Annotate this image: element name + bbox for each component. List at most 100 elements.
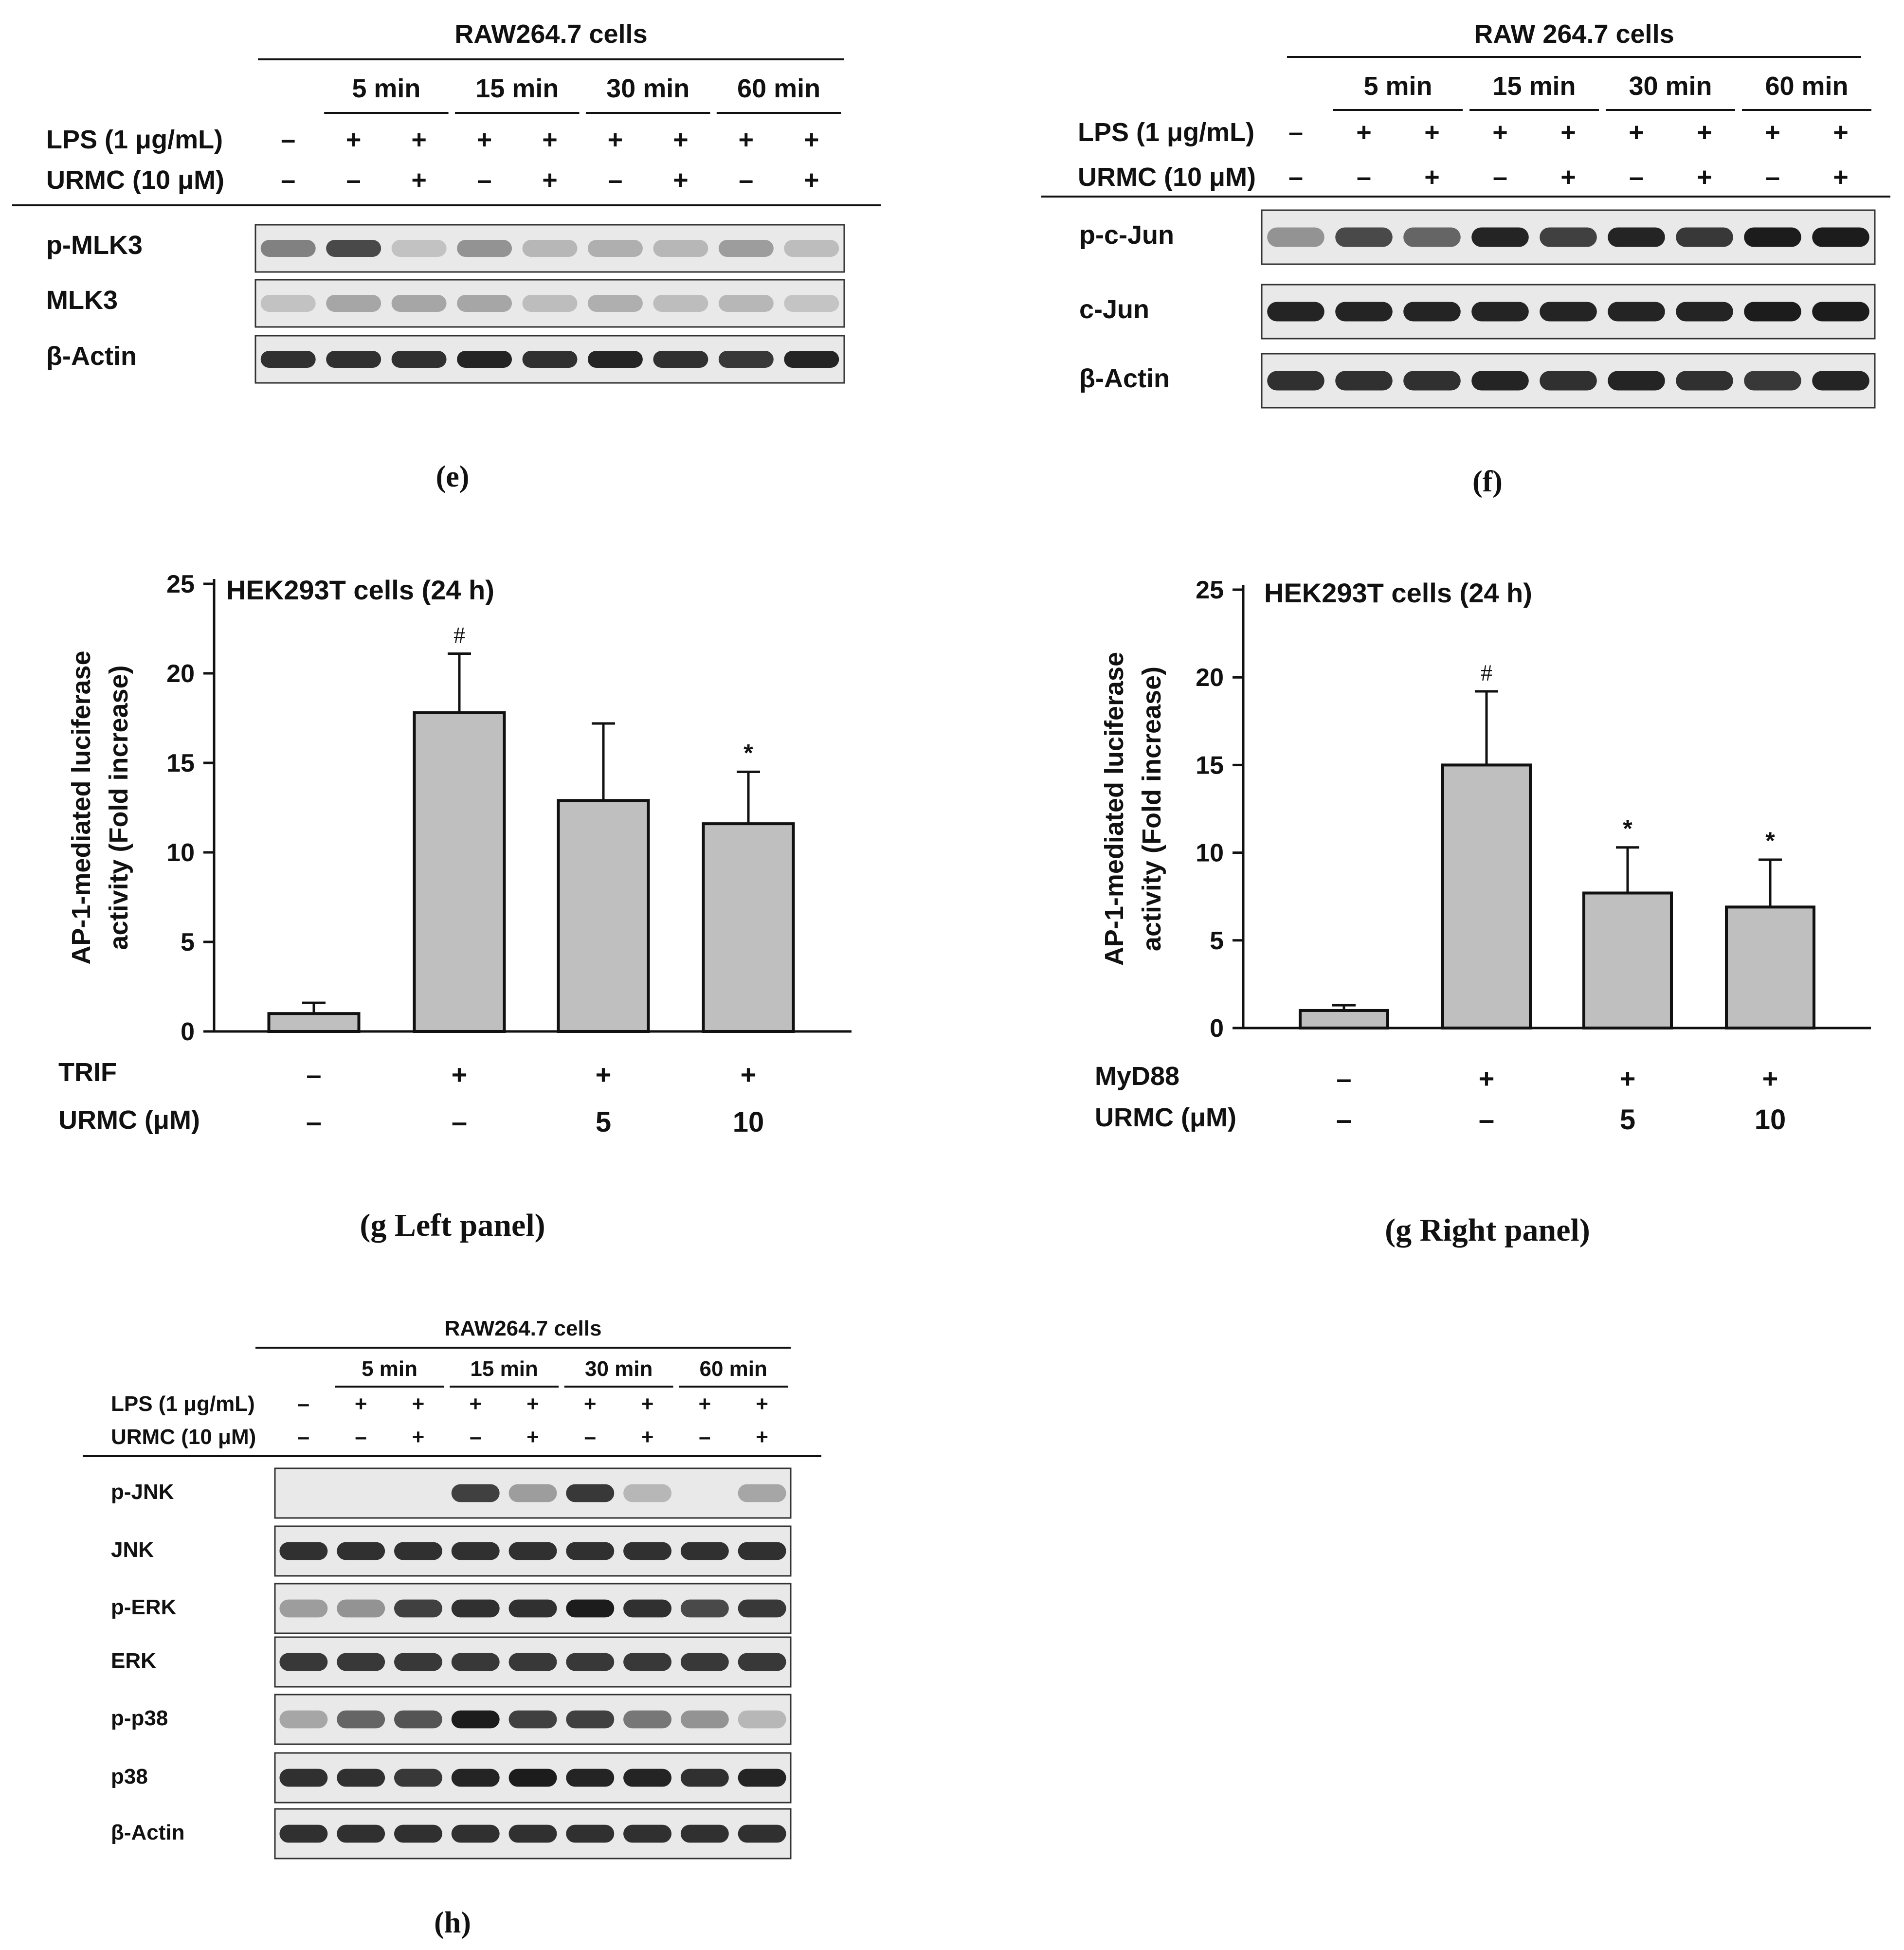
bar-chart: 0 5 10 15 20 25 HEK293T cells (24 h) AP-1-media… [1095,576,1871,1248]
treatment-sign: – [281,125,295,154]
treatment-sign: + [1765,118,1780,147]
blot-band [1335,371,1393,391]
treatment-sign: – [470,1425,481,1449]
y-tick-label: 20 [166,660,195,688]
y-tick-label: 5 [1210,927,1224,955]
treatment-sign: – [355,1425,366,1449]
timepoint-label: 30 min [1629,72,1712,101]
blot-band [522,295,578,312]
blot-band [394,1824,442,1843]
blot-band [279,1653,328,1671]
treatment-sign: + [673,125,689,154]
blot-band [508,1484,557,1502]
treatment-sign: + [1560,118,1576,147]
y-tick-label: 15 [1196,751,1224,779]
blot-band [1335,302,1393,322]
factor-value: – [1479,1104,1494,1136]
blot-band [566,1484,615,1502]
y-tick-label: 0 [1210,1014,1224,1043]
y-axis-label: activity (Fold increase) [104,665,133,950]
treatment-sign: + [412,1425,425,1449]
factor-value: – [1336,1104,1352,1136]
treatment-sign: + [756,1392,768,1416]
cell-line-label: RAW264.7 cells [454,19,647,49]
blot-band [508,1599,557,1618]
treatment-sign: + [346,125,362,154]
factor-value: 5 [1620,1104,1635,1136]
blot-band [566,1824,615,1843]
treatment-sign: + [1629,118,1644,147]
blot-band [587,240,643,257]
treatment-sign: + [355,1392,367,1416]
treatment-sign: – [1357,162,1371,192]
blot-band [451,1484,500,1502]
blot-band [279,1710,328,1729]
blot-band [1744,371,1801,391]
timepoint-label: 60 min [700,1357,767,1381]
y-tick-label: 10 [1196,839,1224,867]
blot-strip [274,1467,792,1519]
significance-mark: # [453,623,465,649]
treatment-sign: + [412,1392,425,1416]
timepoint-label: 5 min [352,74,420,103]
treatment-sign: – [1493,162,1507,192]
blot-panel: RAW264.7 cells 5 min 15 min 30 min 60 min LPS… [12,19,881,493]
treatment-label: URMC (10 μM) [1078,162,1256,192]
factor-label: URMC (μM) [58,1105,200,1135]
protein-label: p-JNK [111,1480,174,1504]
blot-band [1676,227,1733,247]
bar [1299,1009,1389,1029]
blot-band [1267,302,1324,322]
blot-band [451,1769,500,1787]
treatment-sign: + [542,165,558,195]
protein-label: p-p38 [111,1706,168,1730]
timepoint-label: 15 min [475,74,559,103]
blot-band [508,1542,557,1560]
blot-band [1540,302,1597,322]
blot-band [260,295,316,312]
treatment-label: LPS (1 μg/mL) [1078,118,1254,147]
blot-band [1335,227,1393,247]
treatment-sign: + [542,125,558,154]
chart-title: HEK293T cells (24 h) [226,575,494,605]
protein-label: p-MLK3 [46,231,143,260]
bar [557,799,650,1033]
blot-band [508,1653,557,1671]
factor-value: – [452,1106,467,1138]
blot-band [738,1542,786,1560]
factor-value: – [306,1059,321,1090]
treatment-sign: + [641,1425,654,1449]
blot-band [394,1710,442,1729]
blot-band [1812,227,1869,247]
blot-band [337,1542,385,1560]
protein-label: p-ERK [111,1595,177,1619]
blot-band [326,240,381,257]
blot-band [1676,302,1733,322]
treatment-sign: + [1356,118,1372,147]
blot-band [337,1599,385,1618]
blot-band [1744,227,1801,247]
blot-band [680,1653,729,1671]
blot-band [1403,227,1461,247]
blot-band [279,1769,328,1787]
blot-band [522,240,578,257]
factor-value: – [1336,1063,1351,1094]
y-axis-label: activity (Fold increase) [1137,667,1166,951]
blot-band [1812,302,1869,322]
factor-label: URMC (μM) [1095,1103,1236,1132]
blot-band [326,351,381,368]
chart-title: HEK293T cells (24 h) [1264,578,1532,608]
blot-band [1608,227,1665,247]
treatment-sign: + [1424,118,1440,147]
blot-band [718,351,774,368]
blot-band [623,1599,672,1618]
bar [702,822,795,1033]
blot-band [784,240,839,257]
significance-mark: * [1623,815,1632,842]
blot-band [623,1653,672,1671]
panel-label: (g Right panel) [1385,1212,1590,1248]
bar [413,711,506,1033]
y-tick-label: 20 [1196,664,1224,692]
panel-label: (h) [434,1906,471,1939]
bar [1582,891,1673,1029]
